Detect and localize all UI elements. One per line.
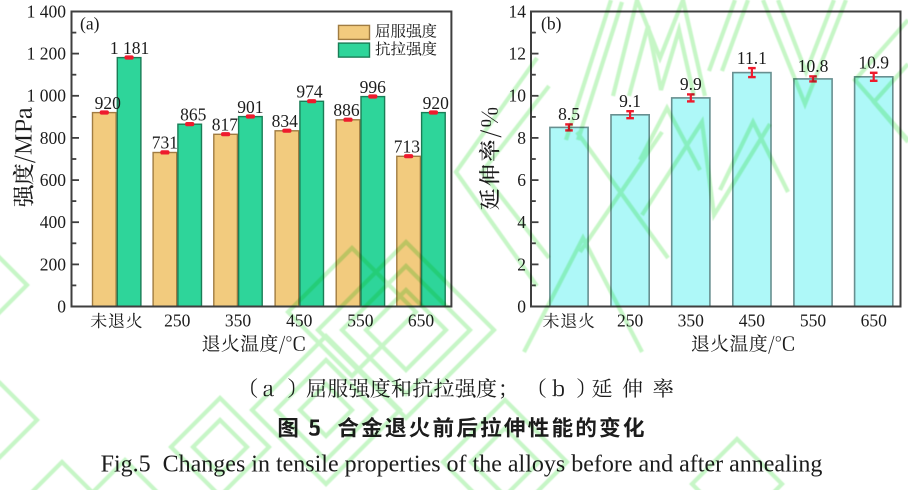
svg-text:600: 600 (40, 170, 67, 190)
svg-text:901: 901 (237, 97, 263, 117)
svg-text:(a): (a) (80, 14, 100, 34)
svg-text:350: 350 (678, 311, 705, 331)
svg-text:865: 865 (180, 104, 207, 124)
svg-text:1 200: 1 200 (27, 44, 67, 64)
svg-text:400: 400 (40, 212, 67, 232)
svg-text:974: 974 (296, 82, 323, 102)
svg-text:8: 8 (517, 128, 526, 148)
svg-text:650: 650 (861, 311, 888, 331)
svg-text:(b): (b) (541, 14, 562, 34)
svg-text:800: 800 (40, 128, 67, 148)
svg-text:200: 200 (40, 254, 67, 274)
svg-text:713: 713 (394, 137, 421, 157)
svg-text:6: 6 (517, 170, 526, 190)
svg-text:1 400: 1 400 (27, 1, 67, 21)
svg-text:0: 0 (517, 296, 526, 316)
svg-text:1 181: 1 181 (110, 38, 149, 58)
svg-text:12: 12 (509, 44, 527, 64)
svg-text:550: 550 (800, 311, 827, 331)
svg-text:14: 14 (509, 1, 527, 21)
svg-text:1 000: 1 000 (27, 86, 67, 106)
svg-text:886: 886 (333, 100, 360, 120)
svg-text:996: 996 (360, 77, 387, 97)
svg-text:0: 0 (57, 296, 66, 316)
svg-text:817: 817 (212, 115, 239, 135)
svg-text:920: 920 (423, 93, 450, 113)
svg-text:250: 250 (164, 311, 191, 331)
svg-text:350: 350 (225, 311, 252, 331)
svg-text:834: 834 (272, 111, 299, 131)
svg-text:450: 450 (739, 311, 766, 331)
svg-text:920: 920 (95, 93, 122, 113)
svg-text:731: 731 (152, 133, 178, 153)
svg-text:9.1: 9.1 (619, 91, 641, 111)
svg-text:11.1: 11.1 (737, 48, 767, 68)
